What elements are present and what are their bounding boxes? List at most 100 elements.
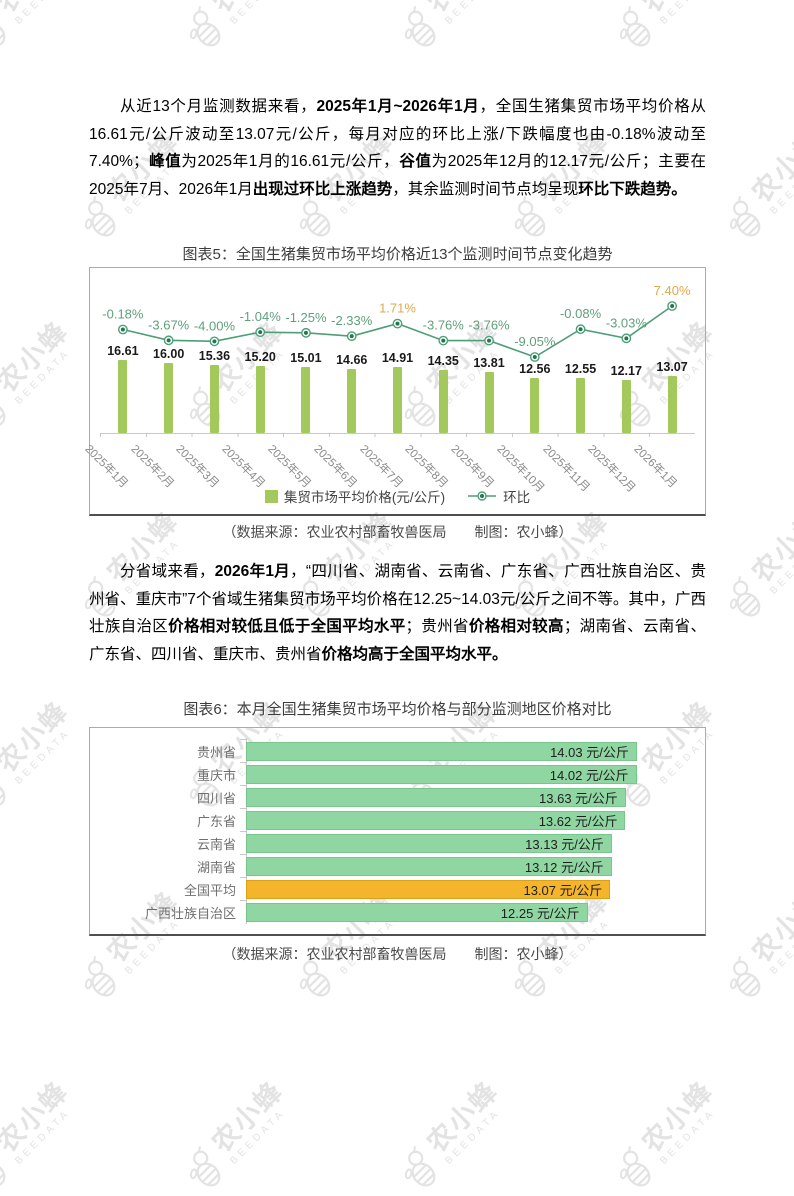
emphasized-text: 谷值: [399, 153, 432, 171]
chart5-title: 图表5：全国生猪集贸市场平均价格近13个监测时间节点变化趋势: [182, 246, 613, 263]
bee-logo-icon: [0, 1162, 6, 1187]
body-text: 为2025年1月的16.61元/公斤，: [181, 153, 400, 171]
price-bar: [667, 375, 677, 433]
price-bar: [209, 365, 219, 433]
y-axis-label: 云南省: [196, 837, 236, 852]
x-axis-label: 2025年1月: [82, 443, 130, 491]
legend-label-price: 集贸市场平均价格(元/公斤): [283, 490, 446, 505]
chart6-y-axis-line: [246, 738, 247, 924]
body-text: ，其余监测时间节点均呈现: [392, 180, 579, 198]
price-bar: [255, 366, 265, 433]
bar-column: 13.07: [649, 360, 695, 433]
price-bar: [392, 367, 402, 433]
bar-value-label: 12.55: [564, 361, 597, 376]
line-data-label: -3.67%: [148, 317, 190, 332]
intro-paragraph-1: 从近13个月监测数据来看，2025年1月~2026年1月，全国生猪集贸市场平均价…: [89, 93, 706, 203]
province-row: 重庆市 14.02 元/公斤: [90, 762, 705, 786]
chart6-source: （数据来源：农业农村部畜牧兽医局 制图：农小蜂）: [222, 946, 573, 962]
line-data-label: -3.03%: [606, 315, 648, 330]
body-paragraph-2: 分省域来看，2026年1月，“四川省、湖南省、云南省、广东省、广西壮族自治区、贵…: [89, 558, 706, 668]
province-price-bar: 14.03 元/公斤: [246, 742, 637, 761]
bar-track: 13.12 元/公斤: [246, 857, 695, 876]
line-data-label: 7.40%: [654, 283, 691, 298]
chart5: 16.61 16.00 15.36 15.20 15.01 14.66 14.91 14.35…: [82, 267, 706, 516]
price-bar: [484, 372, 494, 433]
line-data-label: -1.04%: [240, 309, 282, 324]
x-axis-label: 2025年9月: [448, 443, 496, 491]
y-axis-label: 全国平均: [183, 883, 236, 898]
bar-column: 12.56: [512, 362, 558, 433]
bar-column: 15.36: [192, 349, 238, 433]
body-text: 分省域来看，: [120, 563, 215, 580]
bar-column: 14.66: [329, 352, 375, 433]
bar-value-label: 13.62 元/公斤: [538, 814, 618, 829]
bee-logo-icon: [619, 1146, 651, 1187]
national-average-bar: 13.07 元/公斤: [246, 880, 611, 899]
x-axis-label: 2025年7月: [356, 443, 405, 491]
province-price-bar: 13.62 元/公斤: [246, 811, 626, 830]
bar-value-label: 12.56: [519, 361, 551, 376]
emphasized-text: 价格均高于全国平均水平。: [321, 645, 508, 663]
emphasized-text: 环比下跌趋势。: [578, 180, 687, 198]
chart5-source: （数据来源：农业农村部畜牧兽医局 制图：农小蜂）: [222, 524, 573, 540]
price-bar: [301, 367, 311, 433]
province-price-bar: 12.25 元/公斤: [246, 903, 588, 922]
bar-value-label: 13.13 元/公斤: [525, 837, 604, 852]
bar-track: 12.25 元/公斤: [246, 903, 695, 922]
bar-value-label: 14.66: [336, 352, 368, 367]
legend-label-mom: 环比: [503, 490, 531, 505]
line-data-label: -9.05%: [514, 334, 556, 349]
chart5-x-axis-ticks: [100, 433, 695, 437]
line-data-label: -3.76%: [468, 318, 510, 333]
bar-series-swatch-icon: [264, 489, 278, 503]
bar-column: 14.35: [420, 354, 466, 433]
province-row: 全国平均 13.07 元/公斤: [90, 877, 705, 901]
price-bar: [621, 379, 631, 433]
emphasized-text: 价格相对较低且低于全国平均水平: [168, 618, 406, 636]
body-text: 为2025年12月的12.17元/公斤；主要在2025年7月、2026年1月: [89, 153, 706, 198]
y-axis-label: 广西壮族自治区: [144, 906, 236, 921]
x-axis-label: 2025年3月: [173, 443, 222, 491]
price-bar: [118, 359, 128, 433]
province-row: 贵州省 14.03 元/公斤: [90, 739, 705, 763]
legend-item-mom: 环比: [467, 486, 530, 506]
line-data-label: -3.76%: [423, 318, 465, 333]
chart5-legend: 集贸市场平均价格(元/公斤) 环比: [90, 486, 705, 506]
bar-value-label: 16.00: [153, 346, 185, 361]
bee-logo-icon: [189, 1146, 221, 1187]
price-bar: [164, 362, 174, 433]
bee-logo-icon: [404, 1146, 436, 1187]
emphasized-text: 价格相对较高: [468, 618, 564, 636]
y-axis-label: 重庆市: [196, 768, 236, 783]
bar-value-label: 12.25 元/公斤: [500, 906, 580, 921]
x-axis-label: 2025年4月: [219, 443, 267, 491]
bar-value-label: 16.61: [107, 343, 139, 358]
body-text: ，全国生猪集贸市场平均价格从16.61元/公斤波动至13.07元/公斤，每月对应…: [89, 98, 706, 171]
bar-column: 15.01: [283, 351, 329, 433]
body-text: 从近13个月监测数据来看，: [120, 98, 317, 115]
bar-track: 13.07 元/公斤: [246, 880, 695, 899]
line-data-label: -4.00%: [194, 318, 236, 333]
body-text: ；贵州省: [405, 618, 469, 636]
chart6: 贵州省 14.03 元/公斤 重庆市 14.02 元/公斤四川省 13.63 元/公斤广…: [89, 727, 706, 936]
bar-value-label: 15.01: [290, 351, 322, 365]
bar-value-label: 13.63 元/公斤: [539, 791, 618, 806]
body-text: ，“四川省、湖南省、云南省、广东省、广西壮族自治区、贵州省、重庆市”7个省域生猪…: [89, 563, 706, 636]
province-price-bar: 13.13 元/公斤: [246, 834, 612, 853]
chart6-title: 图表6：本月全国生猪集贸市场平均价格与部分监测地区价格对比: [183, 701, 612, 718]
y-axis-label: 四川省: [196, 791, 236, 806]
y-axis-label: 广东省: [196, 814, 236, 829]
body-text: ；湖南省、云南省、广东省、四川省、重庆市、贵州省: [89, 618, 706, 663]
line-series-marker-icon: [468, 491, 497, 501]
bar-column: 12.55: [558, 362, 604, 433]
emphasized-text: 2025年1月~2026年1月: [316, 98, 480, 115]
emphasized-text: 出现过环比上涨趋势: [252, 180, 393, 198]
chart5-bars: 16.61 16.00 15.36 15.20 15.01 14.66 14.91 14.35…: [100, 268, 695, 433]
bar-column: 13.81: [466, 356, 512, 433]
y-axis-label: 湖南省: [196, 860, 236, 875]
province-row: 四川省 13.63 元/公斤: [90, 785, 705, 809]
x-axis-label: 2025年2月: [128, 443, 176, 491]
bar-column: 14.91: [375, 351, 421, 433]
bar-value-label: 12.17: [610, 363, 642, 378]
x-axis-label: 2025年5月: [265, 443, 313, 491]
